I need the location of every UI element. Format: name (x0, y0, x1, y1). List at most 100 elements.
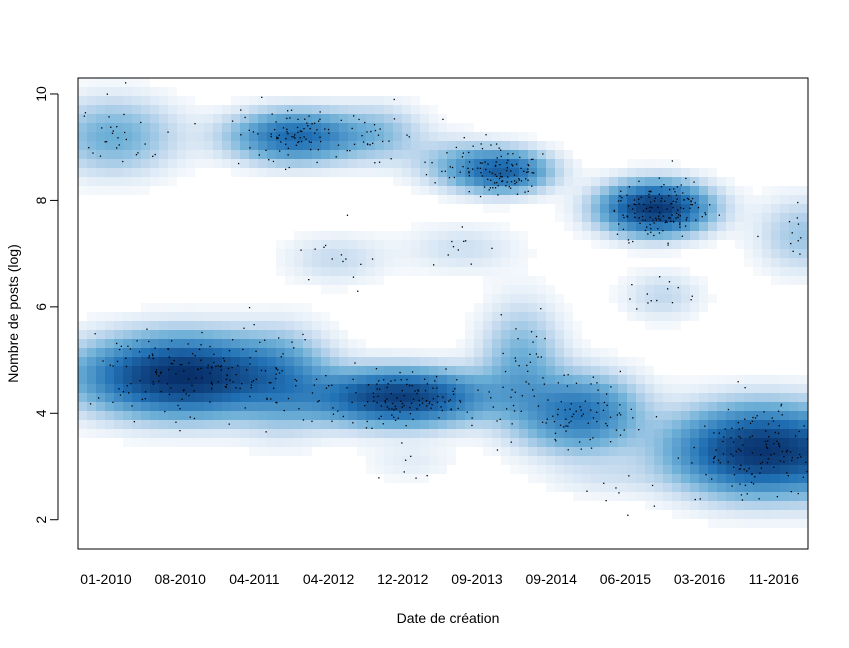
data-point (332, 413, 335, 415)
density-cell (555, 447, 564, 456)
density-cell (312, 168, 321, 177)
density-cell (78, 105, 87, 114)
density-cell (528, 357, 537, 366)
data-point (679, 226, 681, 228)
data-point (749, 422, 752, 425)
data-point (411, 371, 414, 373)
density-cell (213, 348, 222, 357)
density-cell (654, 222, 663, 231)
data-point (257, 133, 259, 135)
density-cell (240, 123, 249, 132)
density-cell (744, 447, 753, 456)
density-cell (402, 141, 411, 150)
data-point (298, 141, 300, 143)
data-point (337, 410, 339, 412)
data-point (238, 162, 240, 165)
density-cell (789, 501, 798, 510)
data-point (395, 408, 397, 410)
density-cell (654, 483, 663, 492)
density-cell (231, 429, 240, 438)
density-cell (663, 186, 672, 195)
data-point (375, 368, 378, 370)
density-cell (195, 312, 204, 321)
data-point (372, 142, 374, 144)
density-cell (177, 105, 186, 114)
density-cell (141, 303, 150, 312)
density-cell (258, 420, 267, 429)
density-cell (402, 231, 411, 240)
data-point (676, 198, 678, 200)
density-cell (537, 402, 546, 411)
density-cell (213, 312, 222, 321)
density-cell (258, 312, 267, 321)
density-cell (186, 402, 195, 411)
density-cell (699, 501, 708, 510)
density-cell (258, 330, 267, 339)
density-cell (789, 510, 798, 519)
data-point (741, 427, 744, 429)
density-cell (96, 330, 105, 339)
density-cell (393, 96, 402, 105)
density-cell (330, 240, 339, 249)
data-point (189, 416, 191, 418)
density-cell (690, 312, 699, 321)
data-point (442, 396, 444, 398)
density-cell (708, 465, 717, 474)
density-cell (627, 285, 636, 294)
density-cell (438, 177, 447, 186)
density-cell (294, 276, 303, 285)
density-cell (654, 240, 663, 249)
density-cell (537, 411, 546, 420)
density-cell (249, 141, 258, 150)
data-point (266, 398, 268, 400)
density-cell (87, 357, 96, 366)
density-cell (501, 330, 510, 339)
data-point (141, 398, 143, 401)
data-point (620, 190, 622, 192)
density-cell (393, 420, 402, 429)
data-point (649, 210, 651, 212)
density-cell (519, 132, 528, 141)
data-point (209, 401, 211, 403)
density-cell (276, 114, 285, 123)
data-point (697, 207, 700, 209)
density-cell (762, 375, 771, 384)
density-cell (168, 384, 177, 393)
density-cell (276, 159, 285, 168)
y-axis-title: Nombre de posts (log) (5, 244, 21, 383)
data-point (372, 392, 374, 394)
density-cell (420, 402, 429, 411)
density-cell (321, 348, 330, 357)
density-cell (627, 384, 636, 393)
density-cell (285, 159, 294, 168)
density-cell (420, 357, 429, 366)
density-cell (213, 429, 222, 438)
density-cell (591, 456, 600, 465)
data-point (351, 401, 353, 404)
data-point (480, 172, 482, 174)
data-point (675, 201, 677, 203)
data-point (156, 369, 158, 371)
data-point (767, 423, 770, 425)
density-cell (672, 456, 681, 465)
density-cell (447, 177, 456, 186)
data-point (626, 215, 628, 217)
density-cell (375, 258, 384, 267)
density-cell (357, 159, 366, 168)
density-cell (474, 321, 483, 330)
density-cell (600, 168, 609, 177)
density-cell (447, 240, 456, 249)
density-cell (645, 186, 654, 195)
density-cell (735, 402, 744, 411)
data-point (737, 381, 739, 383)
density-cell (123, 420, 132, 429)
density-cell (366, 375, 375, 384)
density-cell (519, 303, 528, 312)
data-point (371, 427, 373, 429)
data-point (291, 136, 293, 138)
data-point (213, 353, 215, 355)
density-cell (546, 150, 555, 159)
data-point (438, 417, 440, 419)
density-cell (528, 366, 537, 375)
density-cell (789, 402, 798, 411)
